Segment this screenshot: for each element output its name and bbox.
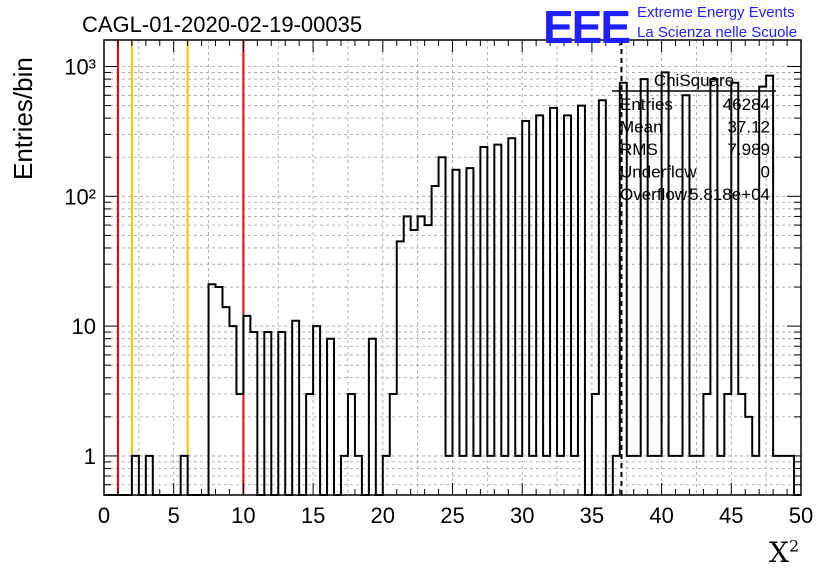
x-tick-label: 10 (231, 503, 255, 528)
x-tick-label: 50 (789, 503, 813, 528)
x-tick-label: 40 (649, 503, 673, 528)
stats-row-value: 7.989 (727, 140, 770, 159)
stats-row-value: 5.818e+04 (689, 185, 770, 204)
x-tick-label: 35 (580, 503, 604, 528)
x-tick-label: 25 (440, 503, 464, 528)
stats-row-value: 37.12 (727, 118, 770, 137)
x-tick-label: 30 (510, 503, 534, 528)
stats-row-value: 0 (761, 163, 770, 182)
axis-ticks: 0 5 10 15 20 25 30 35 40 45 50 1 10 10² 10³ (64, 40, 813, 528)
logo-line-1: Extreme Energy Events (637, 4, 795, 21)
marker-lines (116, 40, 245, 495)
chart-title: CAGL-01-2020-02-19-00035 (82, 12, 363, 37)
x-tick-label: 0 (98, 503, 110, 528)
stats-row-label: Underflow (620, 163, 697, 182)
histogram-outline (104, 71, 801, 496)
stats-row-label: Overflow (620, 185, 688, 204)
x-axis-label-sup: 2 (788, 536, 800, 556)
logo-line-2: La Scienza nelle Scuole (637, 24, 798, 41)
y-tick-label: 10 (72, 314, 96, 339)
y-tick-label: 1 (84, 444, 96, 469)
x-tick-label: 45 (719, 503, 743, 528)
eee-logo: EEE (543, 1, 631, 53)
x-axis-label: X2 (769, 536, 799, 569)
x-tick-label: 5 (168, 503, 180, 528)
stats-row-label: RMS (620, 140, 658, 159)
y-axis-label: Entries/bin (8, 57, 38, 180)
x-tick-label: 20 (371, 503, 395, 528)
stats-row-value: 46284 (723, 95, 770, 114)
stats-box: ChiSquare Entries 46284 Mean 37.12 RMS 7.989 Un… (612, 71, 776, 204)
stats-title: ChiSquare (654, 71, 734, 90)
y-tick-label: 10³ (64, 54, 96, 79)
stats-row-label: Entries (620, 95, 673, 114)
y-tick-label: 10² (64, 184, 96, 209)
x-tick-label: 15 (301, 503, 325, 528)
x-axis-label-main: X (769, 536, 789, 569)
stats-row-label: Mean (620, 118, 663, 137)
